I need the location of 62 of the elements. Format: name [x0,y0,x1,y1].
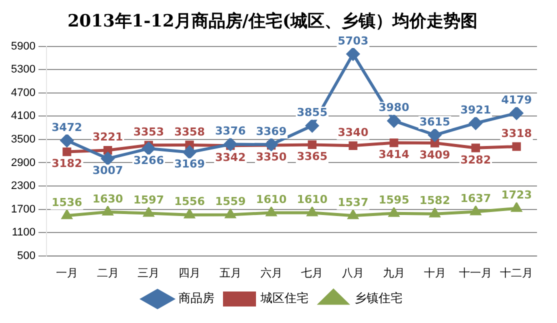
y-tick-label: 1100 [12,226,36,239]
data-label: 1630 [92,192,124,206]
x-tick-label: 六月 [260,266,282,280]
x-tick-label: 十一月 [459,266,492,280]
y-tick-label: 2300 [10,180,36,192]
data-label: 3353 [133,126,164,139]
data-label: 1582 [419,194,450,208]
data-label: 5703 [338,34,368,48]
data-label: 1637 [460,192,491,206]
x-tick-label: 三月 [138,267,160,280]
data-label: 3182 [52,157,82,170]
data-label: 3615 [419,115,450,128]
x-tick-label: 十二月 [500,266,534,280]
x-tick-label: 五月 [219,267,242,280]
legend-label: 城区住宅 [260,291,308,306]
y-tick-label: 3500 [10,134,36,146]
data-label: 1610 [256,193,287,206]
y-tick-label: 4700 [10,86,36,99]
data-label: 3472 [52,120,82,134]
data-label: 1723 [501,188,532,202]
data-label: 4179 [501,93,532,106]
y-tick-label: 5300 [10,64,36,76]
data-label: 3855 [296,106,328,120]
y-tick-label: 2900 [10,156,36,169]
x-tick-label: 七月 [301,266,324,280]
data-label: 3340 [338,126,369,140]
x-tick-label: 一月 [56,267,78,280]
data-label: 3409 [419,148,450,162]
data-label: 3007 [92,164,124,177]
y-tick-label: 4100 [10,110,36,122]
data-label: 3414 [378,148,410,162]
chart-title: 2013年1-12月商品房/住宅(城区、乡镇）均价走势图 [67,12,478,32]
x-tick-label: 四月 [178,267,201,280]
data-label: 3365 [296,150,328,164]
data-label: 3980 [378,101,410,114]
data-label: 3342 [215,150,246,164]
x-tick-label: 八月 [342,267,364,280]
data-label: 3350 [256,150,287,164]
data-label: 3376 [215,124,246,138]
data-label: 1536 [52,196,83,209]
data-label: 1556 [174,195,206,208]
data-label: 1595 [378,194,410,207]
legend-label: 乡镇住宅 [354,291,402,306]
legend-label: 商品房 [178,291,214,306]
data-label: 3358 [174,125,205,138]
data-label: 1610 [296,193,328,206]
data-label: 3318 [501,126,532,140]
data-label: 3221 [92,130,124,144]
data-label: 3282 [460,153,491,166]
data-label: 1559 [215,195,246,208]
y-tick-label: 5900 [10,40,36,52]
x-tick-label: 十月 [424,266,446,280]
x-tick-label: 九月 [382,266,405,280]
data-label: 3369 [256,124,287,138]
data-label: 1597 [133,194,164,207]
y-tick-label: 500 [17,250,36,262]
x-tick-label: 二月 [96,267,119,280]
data-label: 3169 [174,158,205,171]
data-label: 3921 [460,104,491,116]
data-label: 1537 [338,196,368,209]
data-label: 3266 [133,154,164,167]
y-tick-label: 1700 [10,203,36,216]
